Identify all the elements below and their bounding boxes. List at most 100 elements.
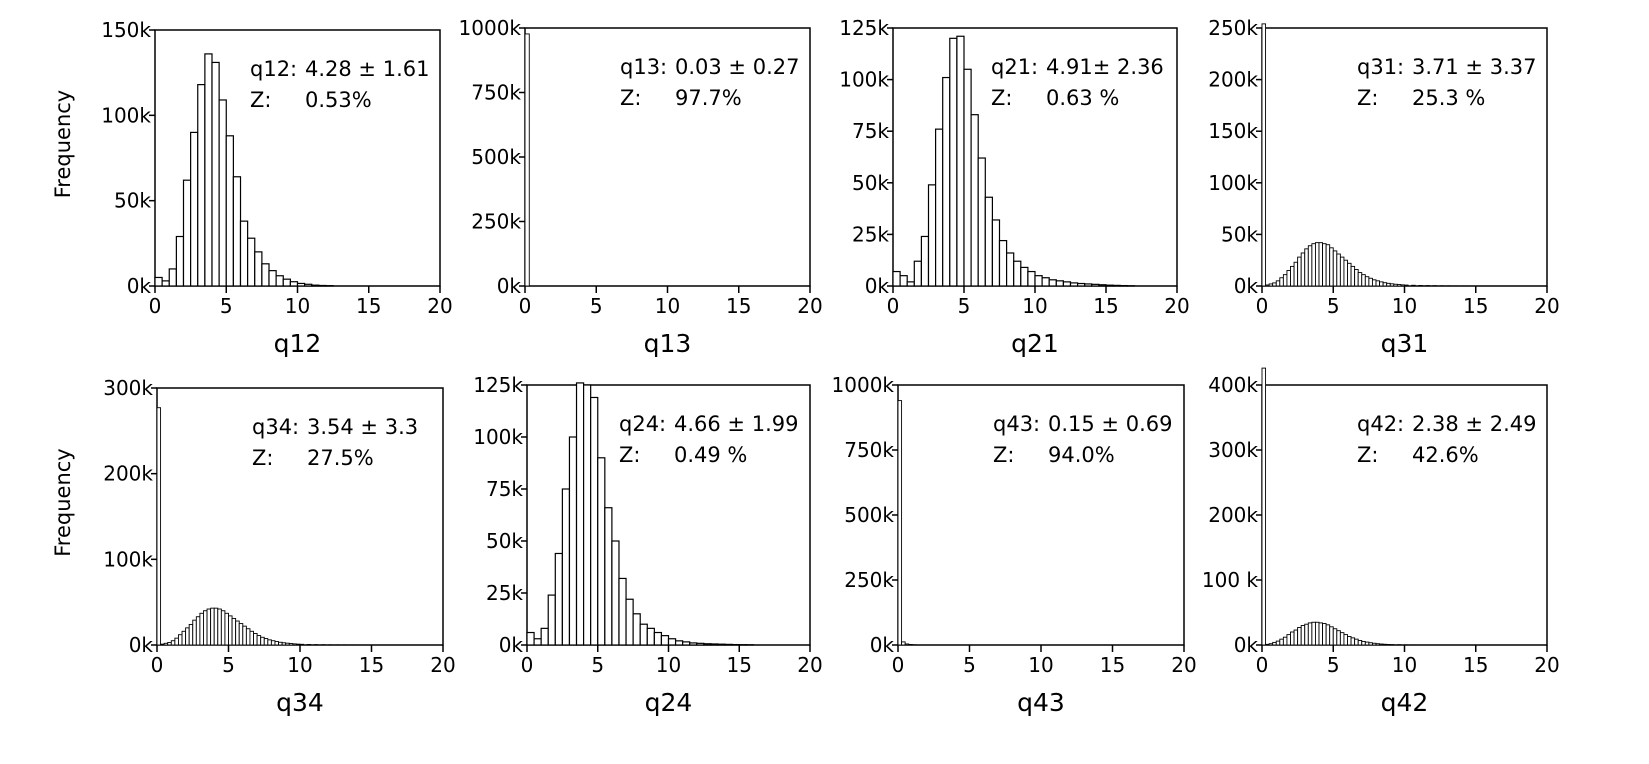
x-tick-label: 5 [590,294,603,318]
histogram-bar [582,384,592,646]
y-axis-title: Frequency [51,90,75,199]
x-tick-label: 15 [356,294,381,318]
histogram-bar [275,275,284,287]
histogram-bar [175,235,185,287]
histogram-bar [1389,283,1395,287]
x-axis-title: q31 [1381,329,1429,358]
histogram-bar [210,607,215,646]
y-tick-label: 50k [852,171,889,195]
x-tick-label: 5 [1327,294,1340,318]
histogram-bar [1336,630,1341,646]
histogram-bar [182,179,192,287]
histogram-bar [154,276,163,287]
zero-label: Z: [620,86,641,110]
histogram-bar [956,35,965,287]
histogram-bar [1297,256,1302,287]
y-tick-label: 75k [486,477,523,501]
x-axis-title: q12 [274,329,322,358]
histogram-bar [1279,277,1284,287]
histogram-q12: 0 5 10 15 20 0k 50k 100k 150k q12 Frequency q12: 4.2… [51,18,453,358]
histogram-bar [998,239,1008,287]
histogram-bar [1364,276,1370,287]
histogram-bar [167,641,172,646]
histogram-bar [270,640,276,646]
histogram-bar [213,607,219,646]
histogram-bar [206,608,212,646]
histogram-bar [991,219,1001,287]
histogram-bar [239,220,249,287]
histogram-bar [260,636,265,646]
histogram-bar [1361,274,1366,287]
y-tick-label: 150k [1208,119,1258,143]
zero-value: 0.53% [305,88,372,112]
histogram-bar [963,68,972,287]
histogram-bar [625,598,634,646]
plot-frame [897,384,1185,646]
x-axis-title: q13 [644,329,692,358]
histogram-bar [1371,279,1377,287]
stat-label: q34: [252,415,299,439]
histogram-bar [268,270,277,287]
zero-value: 97.7% [675,86,742,110]
x-tick-label: 20 [797,294,822,318]
histogram-bar [682,641,691,646]
histogram-bar [1034,275,1043,287]
histogram-bar [913,260,922,287]
histogram-bar [1304,623,1309,646]
histogram-bar [170,640,176,646]
histogram-bar [282,278,291,287]
histogram-bar [1339,256,1345,287]
histogram-bar [724,643,733,646]
stat-label: q43: [993,412,1040,436]
stat-value: 4.28 ± 1.61 [305,57,429,81]
histogram-bar [1105,284,1114,287]
histogram-bar [1286,634,1291,646]
y-tick-label: 0k [127,274,152,298]
histogram-bar [1275,640,1281,646]
histogram-bar [1339,632,1345,646]
histogram-bar [1272,641,1277,646]
histogram-bar [934,128,944,287]
histogram-bar [238,623,244,646]
histogram-bar [1098,284,1107,287]
y-tick-label: 250k [471,210,521,234]
histogram-bar [1400,284,1405,287]
histogram-bar [156,407,162,646]
histogram-bar [618,577,627,646]
y-tick-label: 1000k [459,16,522,40]
zero-value: 0.63 % [1046,86,1119,110]
histogram-bar [274,641,280,646]
zero-label: Z: [1357,86,1378,110]
y-tick-label: 25k [852,222,889,246]
histogram-bar [1318,242,1324,287]
x-tick-label: 5 [963,653,976,677]
histogram-q13: 0 5 10 15 20 0k 250k 500k 750k 1000k q13 q13: 0.03 ±… [459,16,823,358]
histogram-bar [192,619,197,646]
histogram-bar [674,640,684,646]
x-tick-label: 15 [1093,294,1118,318]
x-tick-label: 0 [151,653,164,677]
histogram-bar [1322,623,1327,646]
histogram-bar [1311,621,1316,646]
x-tick-label: 0 [887,294,900,318]
y-tick-label: 750k [471,81,521,105]
histogram-bar [904,643,910,646]
histogram-bar [247,237,256,287]
histogram-bar [696,642,705,646]
histogram-bar [906,281,915,287]
histogram-bar [211,61,220,287]
histogram-bar [1286,270,1291,287]
histogram-bar [1418,285,1423,287]
histogram-bar [1332,628,1338,646]
y-tick-label: 50k [486,529,523,553]
histogram-bar [646,627,655,646]
y-tick-label: 200k [1208,503,1258,527]
histogram-bar [590,396,599,646]
stat-value: 4.66 ± 1.99 [674,412,798,436]
x-tick-label: 15 [359,653,384,677]
y-tick-label: 250k [844,568,894,592]
histogram-bar [160,643,165,646]
histogram-bar [667,638,677,646]
